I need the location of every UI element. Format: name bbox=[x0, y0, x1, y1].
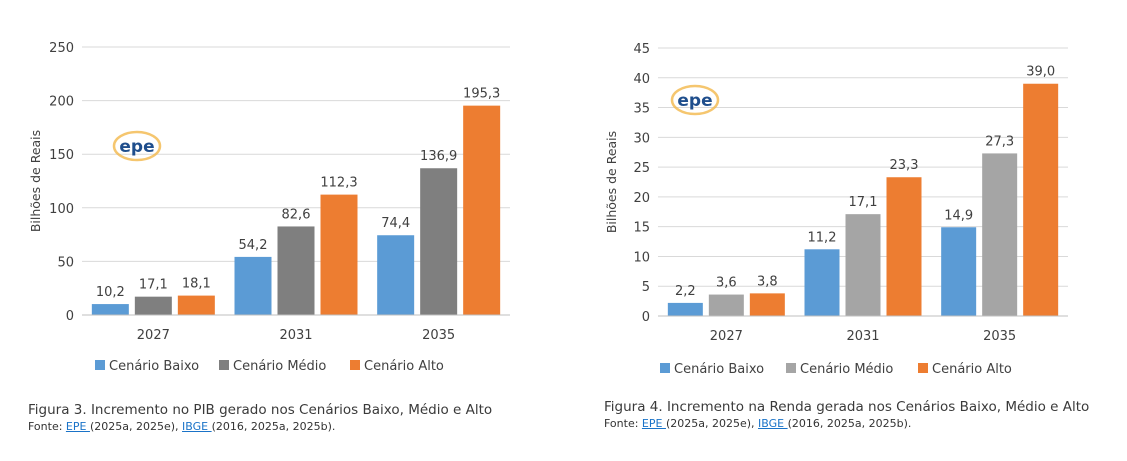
legend-label: Cenário Alto bbox=[364, 359, 444, 374]
data-label: 11,2 bbox=[808, 230, 837, 245]
x-tick-label: 2027 bbox=[710, 329, 743, 344]
y-tick-label: 25 bbox=[633, 161, 650, 176]
data-label: 17,1 bbox=[849, 195, 878, 210]
legend-label: Cenário Médio bbox=[233, 359, 326, 374]
bar bbox=[708, 294, 744, 316]
legend-label: Cenário Alto bbox=[932, 362, 1012, 377]
data-label: 82,6 bbox=[282, 207, 311, 222]
y-tick-label: 50 bbox=[57, 255, 74, 270]
data-label: 3,6 bbox=[716, 276, 737, 291]
y-axis-label: Bilhões de Reais bbox=[604, 131, 619, 233]
y-tick-label: 0 bbox=[642, 310, 650, 325]
data-label: 54,2 bbox=[239, 238, 268, 253]
data-label: 3,8 bbox=[757, 274, 778, 289]
x-tick-label: 2031 bbox=[846, 329, 879, 344]
caption-title: Figura 4. Incremento na Renda gerada nos… bbox=[604, 399, 1090, 415]
y-tick-label: 150 bbox=[49, 148, 74, 163]
data-label: 27,3 bbox=[985, 134, 1014, 149]
data-label: 14,9 bbox=[944, 208, 973, 223]
y-tick-label: 40 bbox=[633, 72, 650, 87]
source-suffix: (2016, 2025a, 2025b). bbox=[211, 420, 336, 433]
bar bbox=[91, 304, 129, 315]
y-tick-label: 45 bbox=[633, 42, 650, 57]
bar bbox=[667, 302, 703, 316]
bar bbox=[1023, 83, 1059, 316]
data-label: 39,0 bbox=[1026, 65, 1055, 80]
data-label: 195,3 bbox=[463, 87, 500, 102]
data-label: 18,1 bbox=[182, 277, 211, 292]
ibge-link[interactable]: IBGE bbox=[758, 417, 788, 430]
epe-link[interactable]: EPE bbox=[641, 417, 666, 430]
data-label: 23,3 bbox=[890, 158, 919, 173]
epe-logo: epe bbox=[119, 137, 154, 157]
source-mid: (2025a, 2025e), bbox=[89, 420, 183, 433]
epe-link[interactable]: EPE bbox=[65, 420, 90, 433]
data-label: 2,2 bbox=[675, 284, 696, 299]
data-label: 112,3 bbox=[320, 176, 357, 191]
bar bbox=[886, 177, 922, 316]
y-tick-label: 35 bbox=[633, 102, 650, 117]
data-label: 17,1 bbox=[139, 278, 168, 293]
bar bbox=[941, 227, 977, 316]
x-tick-label: 2035 bbox=[983, 329, 1016, 344]
legend-swatch bbox=[95, 360, 105, 370]
bar bbox=[749, 293, 785, 316]
legend-label: Cenário Baixo bbox=[109, 359, 199, 374]
caption-figure-3: Figura 3. Incremento no PIB gerado nos C… bbox=[28, 402, 492, 433]
bar bbox=[377, 235, 415, 315]
epe-logo: epe bbox=[677, 91, 712, 111]
legend-label: Cenário Médio bbox=[800, 362, 893, 377]
logo-ring bbox=[670, 84, 720, 116]
y-tick-label: 10 bbox=[633, 250, 650, 265]
caption-figure-4: Figura 4. Incremento na Renda gerada nos… bbox=[604, 399, 1089, 430]
y-tick-label: 200 bbox=[49, 95, 74, 110]
bar bbox=[845, 214, 881, 316]
bar bbox=[277, 226, 315, 315]
y-axis-label: Bilhões de Reais bbox=[28, 130, 43, 232]
data-label: 10,2 bbox=[96, 285, 125, 300]
y-tick-label: 0 bbox=[66, 309, 74, 324]
y-tick-label: 30 bbox=[633, 131, 650, 146]
source-prefix: Fonte: bbox=[604, 417, 642, 430]
y-tick-label: 15 bbox=[633, 221, 650, 236]
bar bbox=[234, 256, 272, 315]
legend-swatch bbox=[350, 360, 360, 370]
x-tick-label: 2031 bbox=[279, 328, 312, 343]
y-tick-label: 5 bbox=[642, 280, 650, 295]
bar bbox=[134, 296, 172, 315]
bar bbox=[463, 105, 501, 315]
data-label: 74,4 bbox=[381, 216, 410, 231]
y-tick-label: 20 bbox=[633, 191, 650, 206]
logo-ring bbox=[112, 130, 162, 162]
y-tick-label: 250 bbox=[49, 41, 74, 56]
x-tick-label: 2027 bbox=[137, 328, 170, 343]
x-tick-label: 2035 bbox=[422, 328, 455, 343]
legend-label: Cenário Baixo bbox=[674, 362, 764, 377]
legend-swatch bbox=[786, 363, 796, 373]
source-prefix: Fonte: bbox=[28, 420, 66, 433]
legend-swatch bbox=[219, 360, 229, 370]
ibge-link[interactable]: IBGE bbox=[182, 420, 212, 433]
bar bbox=[804, 249, 840, 316]
bar bbox=[420, 168, 458, 315]
source-mid: (2025a, 2025e), bbox=[665, 417, 759, 430]
bar bbox=[177, 295, 215, 315]
bar bbox=[320, 194, 358, 315]
y-tick-label: 100 bbox=[49, 202, 74, 217]
bar bbox=[982, 153, 1018, 316]
caption-title: Figura 3. Incremento no PIB gerado nos C… bbox=[28, 402, 493, 418]
legend-swatch bbox=[918, 363, 928, 373]
legend-swatch bbox=[660, 363, 670, 373]
source-suffix: (2016, 2025a, 2025b). bbox=[787, 417, 912, 430]
data-label: 136,9 bbox=[420, 149, 457, 164]
